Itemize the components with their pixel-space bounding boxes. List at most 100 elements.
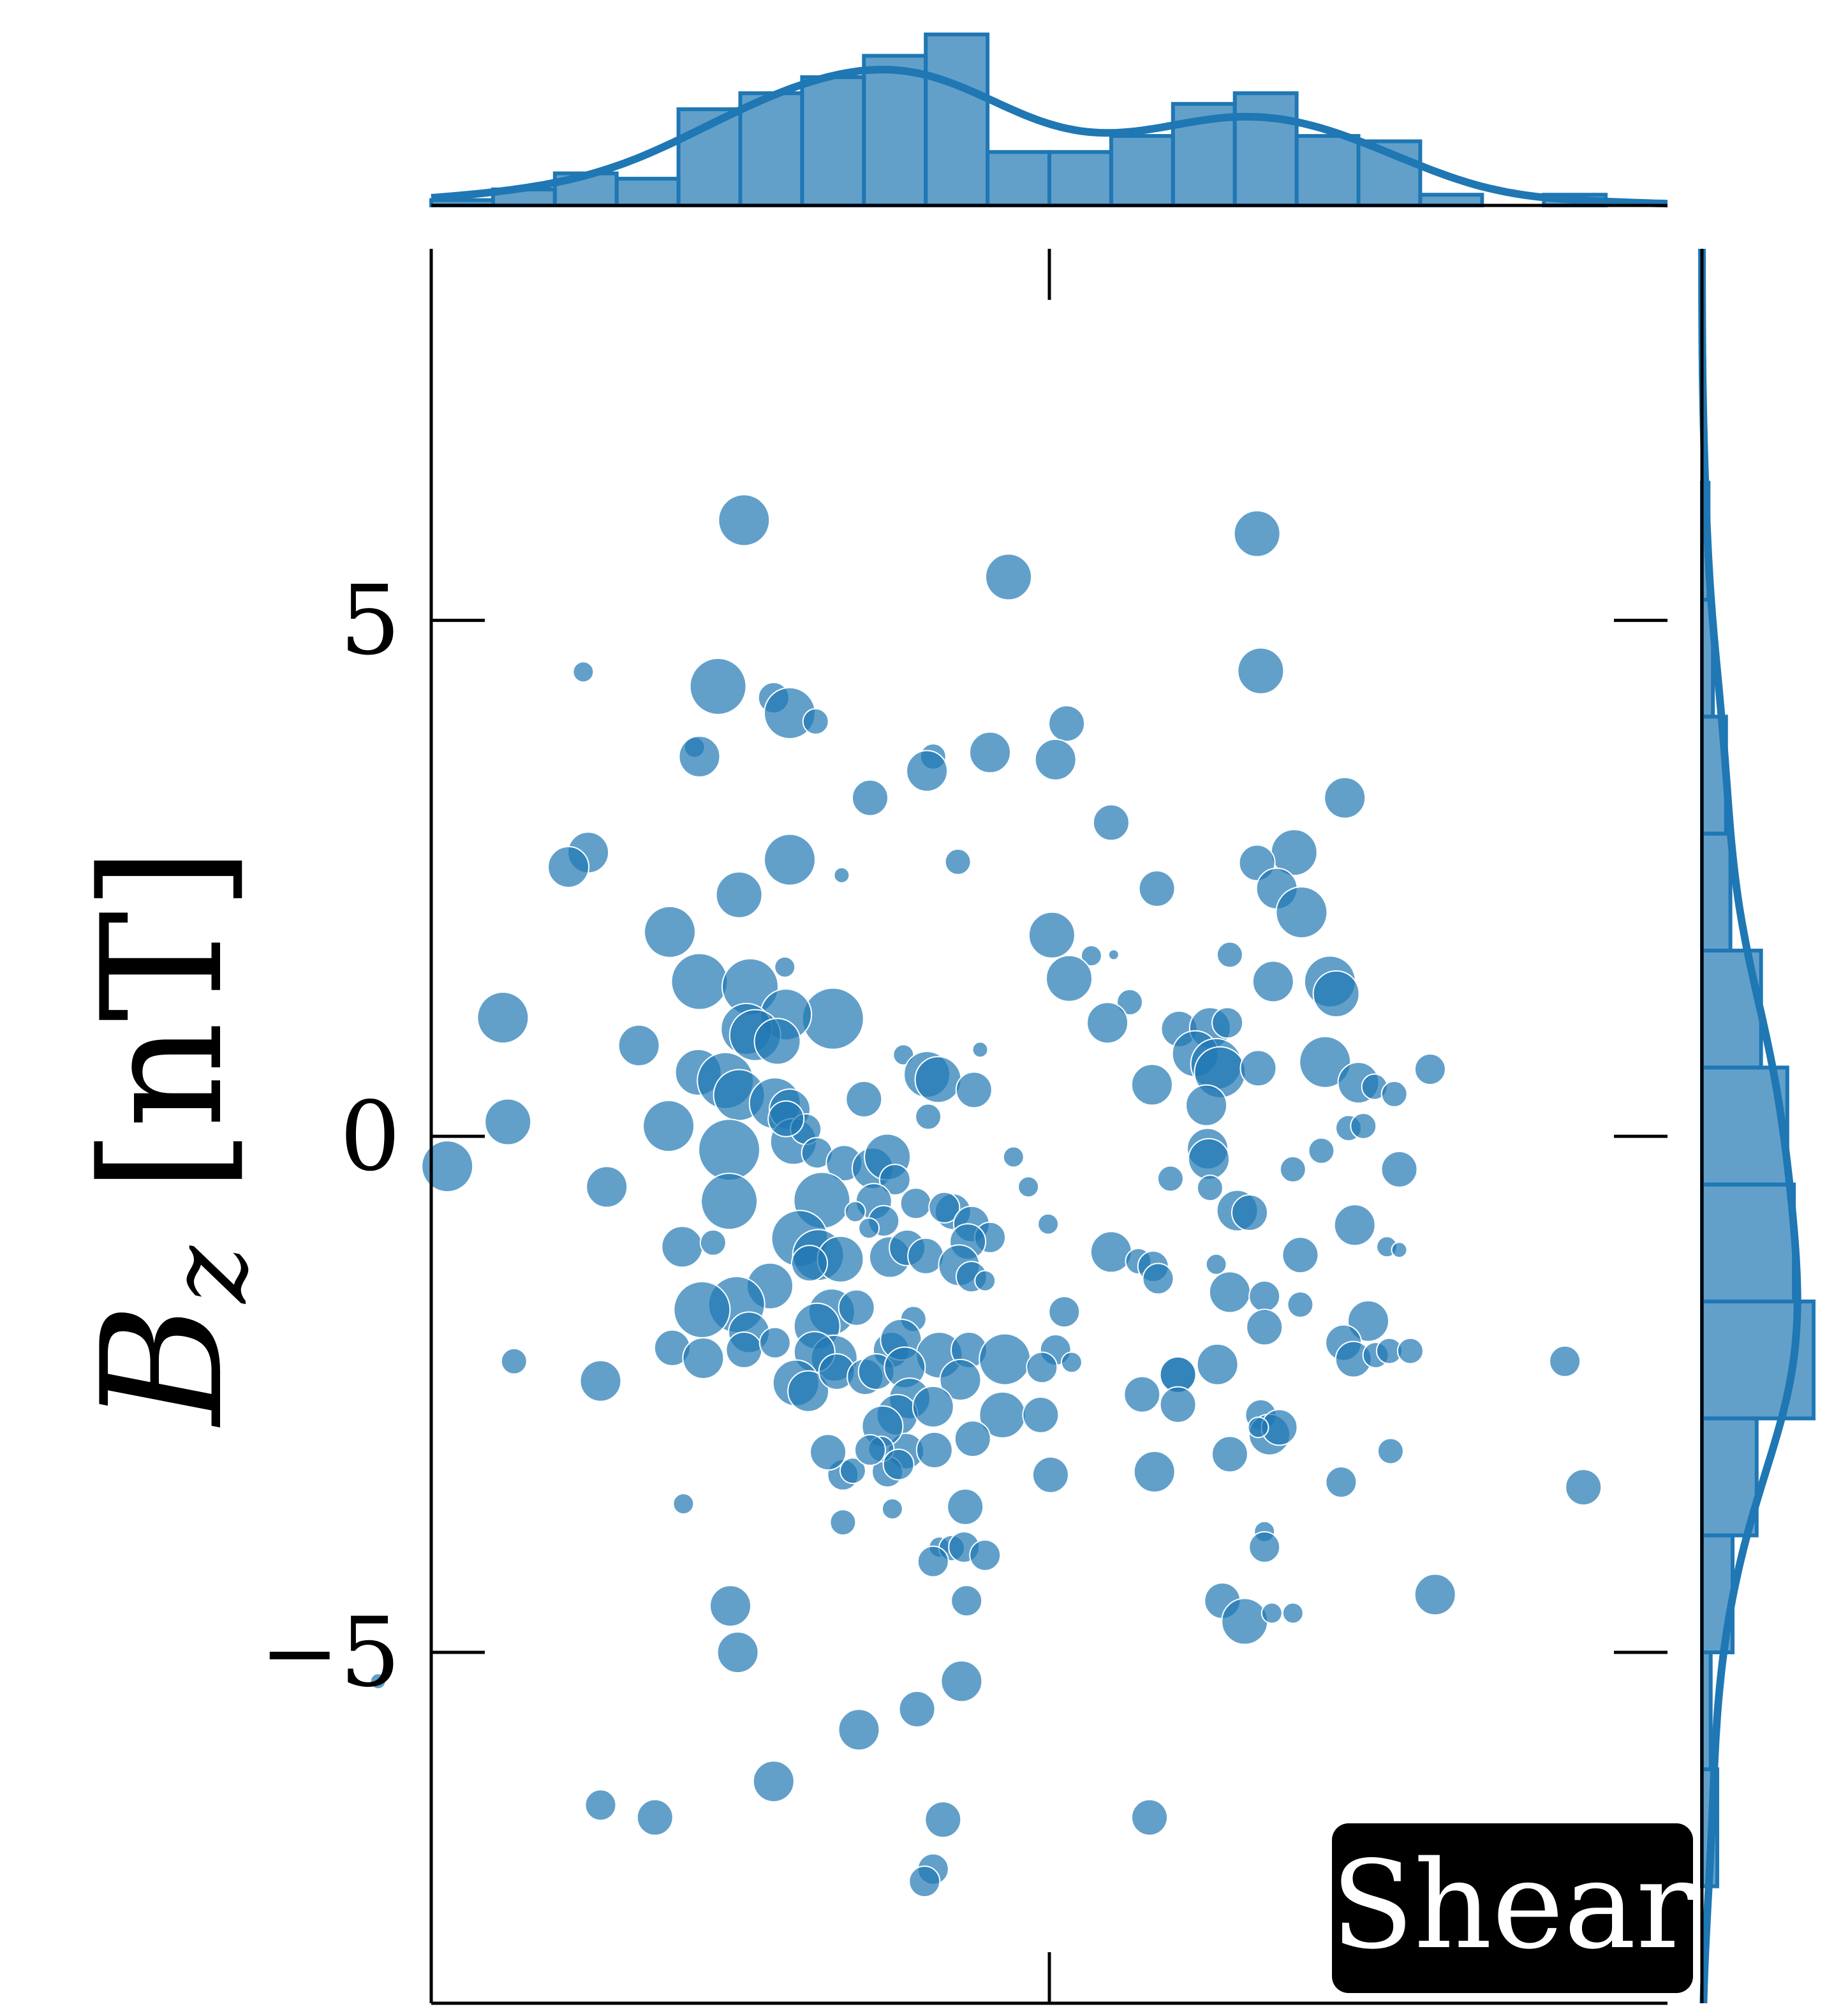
x-hist-bar — [1232, 91, 1299, 207]
scatter-point — [955, 1071, 993, 1109]
scatter-point — [914, 1056, 962, 1104]
scatter-point — [950, 1585, 983, 1617]
scatter-point — [954, 1420, 991, 1458]
scatter-point — [844, 1201, 866, 1223]
scatter-point — [716, 1631, 759, 1673]
scatter-point — [829, 1509, 857, 1536]
scatter-point — [1205, 1253, 1227, 1275]
scatter-point — [1017, 1176, 1040, 1198]
scatter-point — [572, 661, 595, 683]
scatter-point — [1282, 1236, 1319, 1274]
scatter-point — [661, 1226, 704, 1268]
x-hist-bar — [1047, 150, 1113, 207]
scatter-point — [1299, 1035, 1352, 1088]
x-hist-bar — [1109, 134, 1175, 207]
axis-ticks — [429, 249, 1668, 2003]
scatter-point — [908, 1865, 941, 1898]
scatter-plot-area: 5 0 −5 — [260, 249, 1668, 2005]
scatter-point — [912, 1386, 954, 1428]
scatter-point — [1308, 1137, 1335, 1164]
scatter-point — [1414, 1053, 1446, 1085]
scatter-point — [939, 1358, 982, 1401]
scatter-point — [1414, 1573, 1456, 1616]
scatter-point — [838, 1708, 880, 1751]
scatter-point — [369, 1673, 387, 1690]
scatter-point — [1080, 945, 1102, 967]
scatter-point — [915, 1103, 942, 1130]
scatter-point — [1133, 1450, 1176, 1493]
scatter-point — [1159, 1386, 1197, 1423]
scatter-point — [838, 1289, 875, 1326]
scatter-point — [484, 1098, 532, 1146]
scatter-point — [1116, 988, 1143, 1016]
scatter-point — [833, 866, 850, 884]
y-axis-title: Bz [nT] — [67, 846, 272, 1427]
scatter-point — [1312, 970, 1360, 1018]
scatter-point — [898, 1691, 936, 1728]
scatter-point — [1380, 1080, 1408, 1108]
y-kde-curve — [1698, 248, 1801, 2004]
scatter-point — [1333, 1204, 1376, 1247]
scatter-point — [774, 956, 796, 978]
scatter-point — [579, 1360, 622, 1402]
scatter-point — [586, 1166, 628, 1208]
scatter-point — [1279, 1155, 1306, 1183]
scatter-point — [584, 1789, 617, 1821]
scatter-point — [979, 1333, 1032, 1386]
scatter-point — [1107, 949, 1120, 961]
scatter-point — [1237, 647, 1285, 695]
x-hist-bar — [862, 54, 928, 207]
x-hist-bar — [738, 91, 804, 207]
y-hist-bar — [1700, 831, 1733, 952]
scatter-point — [617, 1024, 660, 1067]
scatter-points — [369, 494, 1602, 1898]
scatter-point — [547, 846, 590, 888]
scatter-point — [1239, 1049, 1277, 1087]
scatter-point — [810, 1434, 847, 1471]
x-kde-curve — [431, 66, 1668, 208]
y-hist-bar — [1700, 1182, 1796, 1303]
scatter-point — [670, 952, 728, 1011]
scatter-point — [1549, 1345, 1581, 1377]
x-hist-bar — [1294, 134, 1361, 207]
scatter-point — [1123, 1375, 1161, 1413]
x-hist-bar — [986, 150, 1051, 207]
x-hist-bar — [800, 75, 866, 207]
scatter-point — [758, 1326, 791, 1359]
scatter-point — [1185, 1084, 1228, 1127]
scatter-point — [1048, 1296, 1081, 1328]
scatter-point — [947, 1488, 984, 1525]
scatter-point — [421, 1140, 474, 1193]
scatter-point — [1248, 1531, 1281, 1563]
y-axis-title-sub: z — [145, 1245, 272, 1304]
scatter-point — [673, 1280, 731, 1338]
scatter-point — [1391, 1241, 1408, 1259]
scatter-point — [907, 1237, 945, 1275]
scatter-point — [1037, 1213, 1060, 1235]
scatter-point — [882, 1448, 915, 1481]
scatter-point — [672, 1493, 695, 1515]
y-tick-label: 0 — [340, 1081, 401, 1192]
scatter-point — [878, 1164, 911, 1196]
scatter-point — [1131, 1798, 1168, 1836]
scatter-point — [715, 871, 763, 919]
scatter-point — [753, 1018, 801, 1065]
scatter-point — [858, 1217, 880, 1240]
scatter-point — [1048, 705, 1086, 743]
scatter-point — [985, 553, 1032, 601]
scatter-point — [1261, 1602, 1283, 1624]
scatter-point — [1142, 1263, 1174, 1295]
y-tick-label: 5 — [340, 565, 401, 676]
scatter-point — [899, 1187, 932, 1220]
scatter-point — [1211, 1435, 1248, 1473]
scatter-point — [725, 1331, 763, 1368]
x-hist-bar — [614, 177, 681, 207]
scatter-point — [1347, 1300, 1389, 1342]
scatter-point — [1002, 1146, 1024, 1168]
scatter-point — [852, 779, 889, 817]
scatter-point — [698, 1118, 761, 1182]
scatter-point — [1221, 1597, 1269, 1645]
scatter-point — [1208, 1271, 1251, 1314]
x-marginal-histogram — [429, 33, 1668, 208]
